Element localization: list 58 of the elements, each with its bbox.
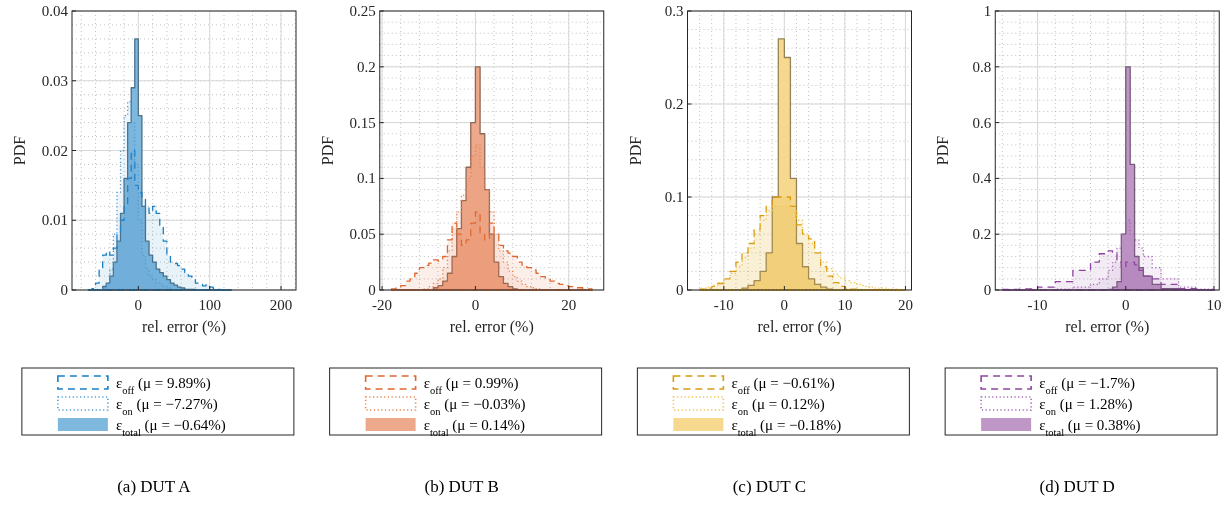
legend-label: ε$_{total}$ (μ = 0.14%): [423, 417, 526, 438]
y-tick-label: 0.25: [349, 3, 376, 19]
y-tick-label: 0.04: [41, 3, 69, 19]
x-tick-label: 200: [269, 297, 293, 313]
y-tick-label: 0.6: [972, 114, 992, 131]
text: (b) DUT B: [424, 477, 499, 496]
y-tick-label: 0.2: [357, 58, 376, 75]
y-tick-label: 0: [983, 282, 992, 298]
legend-label: ε$_{total}$ (μ = 0.38%): [1039, 417, 1141, 438]
y-tick-label: 0.2: [664, 96, 684, 112]
text: (c) DUT C: [732, 477, 807, 496]
x-axis-title: rel. error (%): [1065, 318, 1150, 336]
x-tick-label: 10: [1206, 297, 1222, 313]
y-tick-label: 0: [676, 282, 684, 298]
y-tick-label: 0.03: [41, 72, 68, 89]
x-tick-label: 0: [780, 297, 789, 313]
y-tick-label: 0.3: [664, 3, 684, 19]
x-tick-label: -20: [372, 297, 393, 313]
x-axis-title: rel. error (%): [757, 318, 842, 336]
y-tick-label: 0.05: [349, 226, 376, 243]
legend-label: ε$_{off}$ (μ = 9.89%): [115, 375, 211, 396]
y-tick-label: 0.15: [349, 114, 376, 131]
y-tick-label: 0.8: [972, 58, 992, 75]
y-tick-label: 0: [368, 282, 376, 298]
y-tick-label: 0: [60, 282, 68, 298]
x-tick-label: 20: [897, 297, 913, 313]
x-tick-label: 10: [837, 297, 853, 313]
legend-label: ε$_{on}$ (μ = 1.28%): [1039, 396, 1133, 417]
x-tick-label: 100: [198, 297, 221, 313]
y-axis-title: PDF: [11, 135, 28, 166]
y-axis-title: PDF: [318, 135, 336, 166]
x-tick-label: 0: [471, 297, 480, 313]
legend-label: ε$_{total}$ (μ = −0.18%): [731, 417, 842, 438]
legend-label: ε$_{off}$ (μ = 0.99%): [423, 375, 519, 396]
legend-label: ε$_{off}$ (μ = −1.7%): [1039, 375, 1135, 396]
y-tick-label: 0.1: [664, 189, 684, 205]
y-axis-title: PDF: [626, 135, 644, 166]
legend-label: ε$_{on}$ (μ = 0.12%): [731, 396, 825, 417]
legend-label: ε$_{on}$ (μ = −0.03%): [423, 396, 526, 417]
legend-label: ε$_{total}$ (μ = −0.64%): [115, 417, 226, 438]
x-tick-label: 0: [1122, 297, 1130, 313]
x-tick-label: -10: [713, 297, 734, 313]
y-tick-label: 1: [983, 3, 992, 19]
x-axis-title: rel. error (%): [449, 318, 534, 336]
text: (d) DUT D: [1039, 477, 1115, 496]
text: (a) DUT A: [117, 477, 192, 496]
legend-label: ε$_{off}$ (μ = −0.61%): [731, 375, 835, 396]
y-tick-label: 0.2: [972, 226, 992, 243]
y-axis-title: PDF: [934, 135, 952, 166]
y-tick-label: 0.01: [41, 212, 68, 229]
x-tick-label: -10: [1027, 297, 1048, 313]
x-tick-label: 20: [561, 297, 577, 313]
x-tick-label: 0: [134, 297, 143, 313]
y-tick-label: 0.02: [41, 142, 68, 159]
y-tick-label: 0.4: [972, 170, 992, 187]
y-tick-label: 0.1: [357, 170, 376, 187]
x-axis-title: rel. error (%): [142, 318, 226, 336]
legend-label: ε$_{on}$ (μ = −7.27%): [115, 396, 218, 417]
